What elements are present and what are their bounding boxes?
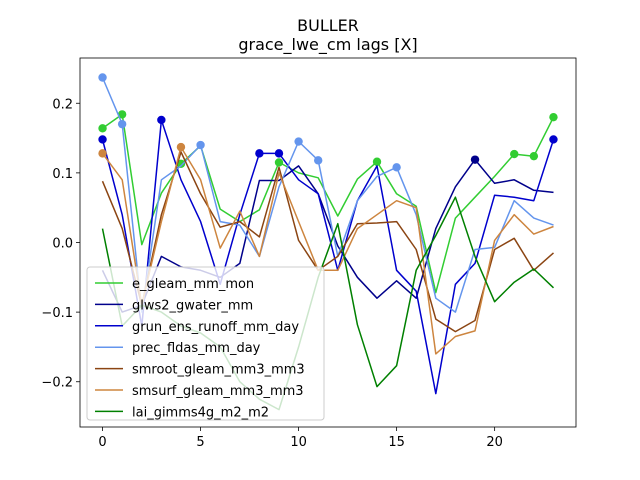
legend-item: lai_gimms4g_m2_m2 xyxy=(95,405,269,420)
x-tick-label: 20 xyxy=(486,435,503,450)
x-tick-label: 10 xyxy=(290,435,307,450)
series-point xyxy=(274,149,284,158)
legend-label: smroot_gleam_mm3_mm3 xyxy=(132,363,305,378)
series-smsurf_gleam_mm3_mm3 xyxy=(98,142,554,355)
series-point xyxy=(529,151,539,161)
legend-label: smsurf_gleam_mm3_mm3 xyxy=(132,384,304,399)
legend-item: e_gleam_mm_mon xyxy=(95,277,254,292)
legend: e_gleam_mm_mon glws2_gwater_mm grun_ens_ru… xyxy=(86,266,325,421)
series-line xyxy=(101,158,554,313)
series-grun_ens_runoff_mm_day xyxy=(98,115,558,395)
chart-subtitle: grace_lwe_cm lags [X] xyxy=(238,35,417,55)
series-line xyxy=(101,77,554,313)
x-tick-label: 15 xyxy=(388,435,405,450)
legend-label: glws2_gwater_mm xyxy=(132,298,253,313)
series-point xyxy=(470,155,480,164)
series-point xyxy=(294,137,303,146)
legend-label: grun_ens_runoff_mm_day xyxy=(132,320,299,335)
plot-area: 0 5 10 15 20 −0.2 −0.1 0.0 0.1 0.2 xyxy=(41,57,577,450)
series-point xyxy=(117,119,127,129)
series-point xyxy=(157,115,166,125)
series-line xyxy=(101,146,554,355)
legend-box xyxy=(86,266,325,421)
series-point xyxy=(98,149,107,158)
series-point xyxy=(392,163,401,172)
series-prec_fldas_mm_day xyxy=(98,73,554,313)
series-point xyxy=(510,149,519,159)
y-tick-label: 0.2 xyxy=(52,97,73,112)
legend-item: smsurf_gleam_mm3_mm3 xyxy=(95,384,304,399)
x-tick-label: 0 xyxy=(98,435,106,450)
axes-frame xyxy=(79,57,577,428)
x-tick-label: 5 xyxy=(196,435,204,450)
series-point xyxy=(176,142,186,152)
series-point xyxy=(98,135,107,144)
series-point xyxy=(176,159,186,169)
series-point xyxy=(255,149,264,158)
series-point xyxy=(98,124,107,133)
legend-item: glws2_gwater_mm xyxy=(95,298,253,313)
series-point xyxy=(313,156,323,165)
series-point xyxy=(117,110,127,119)
y-tick-label: −0.1 xyxy=(41,306,73,321)
legend-item: smroot_gleam_mm3_mm3 xyxy=(95,363,305,378)
series-point xyxy=(549,112,558,122)
series-point xyxy=(274,158,284,167)
series-point xyxy=(98,73,107,82)
legend-item: grun_ens_runoff_mm_day xyxy=(95,320,299,335)
series-point xyxy=(372,157,382,166)
y-tick-label: 0.0 xyxy=(52,237,73,252)
series-line xyxy=(101,119,555,395)
legend-item: prec_fldas_mm_day xyxy=(95,341,261,356)
legend-label: prec_fldas_mm_day xyxy=(132,341,261,356)
legend-label: e_gleam_mm_mon xyxy=(132,277,254,292)
series-glws2_gwater_mm xyxy=(101,155,554,313)
chart-title: BULLER xyxy=(297,16,359,35)
series-point xyxy=(196,140,205,150)
legend-label: lai_gimms4g_m2_m2 xyxy=(132,405,269,420)
series-point xyxy=(549,135,558,144)
y-tick-label: −0.2 xyxy=(41,376,73,391)
y-tick-label: 0.1 xyxy=(52,167,73,182)
